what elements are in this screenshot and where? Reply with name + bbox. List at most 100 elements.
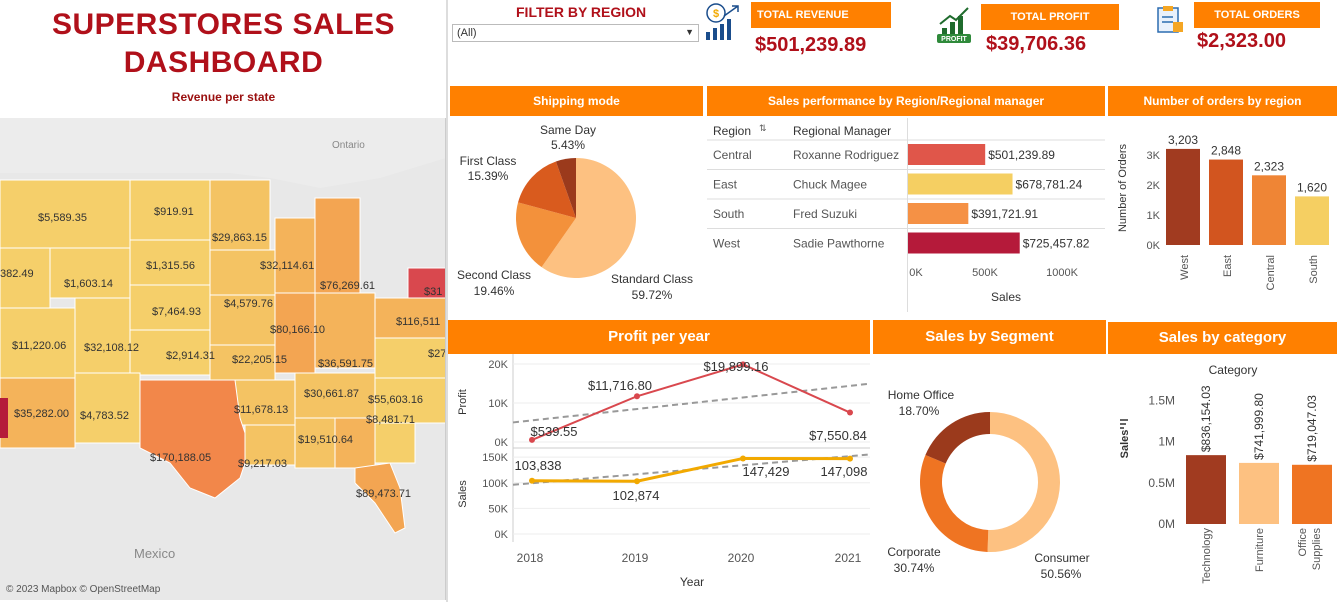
dashboard-title-line1: SUPERSTORES SALES [51,8,396,41]
year-tick: 2021 [835,551,862,565]
col-header-region[interactable]: Region [713,124,752,138]
sales-point-label: 103,838 [515,458,562,473]
series-point [740,455,746,462]
table-cell-region: East [713,178,738,192]
table-cell-manager: Chuck Magee [793,178,867,192]
map-state-label: $919.91 [154,206,194,218]
svg-text:$: $ [713,8,719,20]
pie-slice [516,202,576,268]
pie-label-same-day-pct: 5.43% [551,138,585,152]
shipping-mode-title: Shipping mode [450,86,703,116]
region-performance-title: Sales performance by Region/Regional man… [707,86,1105,116]
series-point [740,361,746,368]
series-point [634,478,640,485]
map-state-label: $36,591.75 [318,358,374,370]
profit-ytick: 0K [495,437,509,449]
profit-ytick: 0K [495,529,509,541]
orders-bar [1252,175,1286,245]
category-bar [1239,462,1279,524]
orders-region-title: Number of orders by region [1108,86,1337,116]
segment-donut-chart[interactable]: Home Office 18.70% Corporate 30.74% Cons… [873,354,1106,600]
pie-label-second-class-pct: 19.46% [474,284,515,298]
region-bar [908,232,1020,254]
table-cell-manager: Roxanne Rodriguez [793,148,899,162]
series-point [847,455,853,462]
shipping-pie-chart[interactable]: Same Day 5.43% First Class 15.39% Second… [450,118,703,314]
col-header-manager: Regional Manager [793,124,892,138]
map-copyright: © 2023 Mapbox © OpenStreetMap [6,584,161,595]
category-xtick: Technology [1201,528,1213,584]
segment-title: Sales by Segment [873,320,1106,354]
orders-bar-chart[interactable]: Number of Orders 0K 1K 2K 3K 3,203 West 2,848 E… [1108,118,1337,314]
table-cell-manager: Fred Suzuki [793,207,857,221]
map-state-label: $32,114.61 [260,260,315,272]
series-point [634,393,640,400]
map-state-label: $11,220.06 [12,340,67,352]
donut-label-corporate-name: Corporate [887,545,941,559]
orders-ytick: 3K [1147,150,1161,162]
map-state-label: $9,217.03 [238,458,287,470]
revenue-chart-icon: $ [706,3,739,40]
category-bar-label: $741,999.80 [1252,393,1266,460]
category-legend-title: Category [1209,363,1258,377]
profit-ytick: 50K [488,503,508,515]
kpi-profit-label: TOTAL PROFIT [981,4,1119,30]
profit-growth-icon: PROFIT [937,7,971,43]
table-cell-region: Central [713,148,752,162]
table-cell-region: West [713,237,741,251]
orders-xtick: Central [1265,255,1277,290]
map-state-label: $76,269.61 [320,280,376,292]
revenue-map[interactable]: Ontario Mexico $5,589.35 $919.91 $29,863.1… [0,118,446,600]
map-state-label: $170,188.05 [150,452,212,464]
year-tick: 2020 [728,551,755,565]
region-bar-label: $501,239.89 [988,148,1055,162]
svg-text:PROFIT: PROFIT [941,36,967,43]
region-bar-chart[interactable]: Central Roxanne Rodriguez $501,239.89 East C… [707,118,1105,314]
map-state-label: $29,863.15 [212,232,268,244]
region-axis-tick: 500K [972,267,998,279]
region-filter-select[interactable]: (All) ▼ [452,24,699,42]
orders-bar-label: 2,848 [1211,144,1241,158]
pie-label-same-day-name: Same Day [540,123,596,137]
donut-label-home-office-name: Home Office [888,388,955,402]
region-performance-table: Region ⇅ Regional Manager Central Roxanne… [707,118,1105,314]
dashboard-title-line2: DASHBOARD [123,46,324,79]
map-state-label: $55,603.16 [368,394,424,406]
region-bar [908,173,1013,195]
sort-icon[interactable]: ⇅ [759,123,767,133]
map-place-mexico: Mexico [134,546,176,561]
profit-axis-label: Profit [457,389,469,415]
profit-ytick: 150K [482,452,508,464]
series-point [847,409,853,416]
map-state-label: $19,510.64 [298,434,354,446]
profit-point-label: $19,899.16 [703,359,768,374]
chevron-down-icon[interactable]: ▼ [685,27,694,37]
pie-slice [518,161,576,218]
orders-ytick: 2K [1147,180,1161,192]
map-state-label: $1,603.14 [64,278,113,290]
sort-descending-icon [1120,419,1128,429]
orders-ytick: 1K [1147,210,1161,222]
profit-xlabel: Year [680,575,704,589]
kpi-revenue-label: TOTAL REVENUE [751,2,891,28]
profit-year-chart[interactable]: Profit Sales Year 0K 10K 20K 0K 50K 100K 150K $… [448,354,870,600]
profit-point-label: $11,716.80 [588,378,652,393]
region-axis-tick: 0K [909,267,923,279]
donut-label-corporate-pct: 30.74% [894,561,935,575]
map-state-label: $27 [428,348,446,360]
orders-bar-label: 2,323 [1254,159,1284,173]
series-point [529,436,535,443]
pie-label-second-class-name: Second Class [457,268,531,282]
category-bar-label: $719,047.03 [1305,395,1319,462]
category-ytick: 1M [1158,435,1175,449]
sales-point-label: 147,429 [743,464,790,479]
pie-label-standard-class-pct: 59.72% [632,288,673,302]
map-state-label: $22,205.15 [232,354,288,366]
map-state-label: $2,914.31 [166,350,215,362]
region-axis-label: Sales [991,290,1022,304]
orders-bar [1166,148,1200,245]
pie-slice [541,158,636,278]
category-bar-chart[interactable]: Category Sales 0M 0.5M 1M 1.5M $836,154.03 $7… [1108,354,1337,600]
profit-ytick: 20K [488,359,508,371]
pie-label-first-class-pct: 15.39% [468,169,509,183]
